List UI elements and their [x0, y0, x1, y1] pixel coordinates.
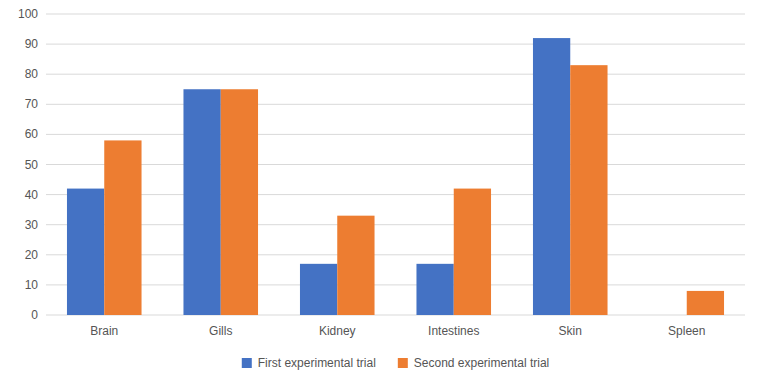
- legend-label: Second experimental trial: [414, 356, 549, 370]
- bar: [649, 315, 686, 316]
- y-tick-label: 10: [25, 278, 39, 292]
- y-axis: 0 10 20 30 40 50 60 70 80 90 100: [18, 7, 38, 322]
- grid-line: [46, 14, 745, 15]
- bar: [104, 140, 141, 315]
- bars: [67, 38, 724, 315]
- x-axis: Brain Gills Kidney Intestines Skin Spleen: [90, 324, 705, 338]
- x-tick-label: Kidney: [319, 324, 356, 338]
- legend-item: Second experimental trial: [398, 356, 549, 370]
- y-tick-label: 100: [18, 7, 38, 21]
- legend-item: First experimental trial: [242, 356, 376, 370]
- bar: [687, 291, 724, 315]
- grid-line: [46, 104, 745, 105]
- y-tick-label: 0: [31, 308, 38, 322]
- bar: [570, 65, 607, 315]
- x-tick-label: Spleen: [668, 324, 705, 338]
- grid-line: [46, 224, 745, 225]
- grid: [46, 14, 745, 315]
- y-tick-label: 70: [25, 97, 39, 111]
- grid-line: [46, 134, 745, 135]
- y-tick-label: 80: [25, 67, 39, 81]
- x-tick-label: Intestines: [428, 324, 479, 338]
- grid-line: [46, 284, 745, 285]
- bar: [337, 216, 374, 315]
- x-tick-label: Skin: [559, 324, 582, 338]
- y-tick-label: 20: [25, 248, 39, 262]
- grid-line: [46, 74, 745, 75]
- bar: [533, 38, 570, 315]
- bar: [300, 264, 337, 315]
- bar: [183, 89, 220, 315]
- legend-swatch: [242, 358, 252, 368]
- bar: [454, 189, 491, 315]
- legend-label: First experimental trial: [258, 356, 376, 370]
- x-tick-label: Gills: [209, 324, 232, 338]
- chart-svg: 0 10 20 30 40 50 60 70 80 90 100 Brain Gills Kidney In…: [0, 0, 761, 387]
- bar: [416, 264, 453, 315]
- chart-container: 0 10 20 30 40 50 60 70 80 90 100 Brain Gills Kidney In…: [0, 0, 761, 387]
- x-tick-label: Brain: [90, 324, 118, 338]
- bar: [67, 189, 104, 315]
- grid-line: [46, 254, 745, 255]
- y-tick-label: 50: [25, 158, 39, 172]
- grid-line: [46, 44, 745, 45]
- legend-swatch: [398, 358, 408, 368]
- grid-line: [46, 164, 745, 165]
- bar: [221, 89, 258, 315]
- legend: First experimental trial Second experimen…: [242, 356, 549, 370]
- y-tick-label: 90: [25, 37, 39, 51]
- grid-line: [46, 315, 745, 316]
- grid-line: [46, 194, 745, 195]
- y-tick-label: 30: [25, 218, 39, 232]
- y-tick-label: 40: [25, 188, 39, 202]
- y-tick-label: 60: [25, 127, 39, 141]
